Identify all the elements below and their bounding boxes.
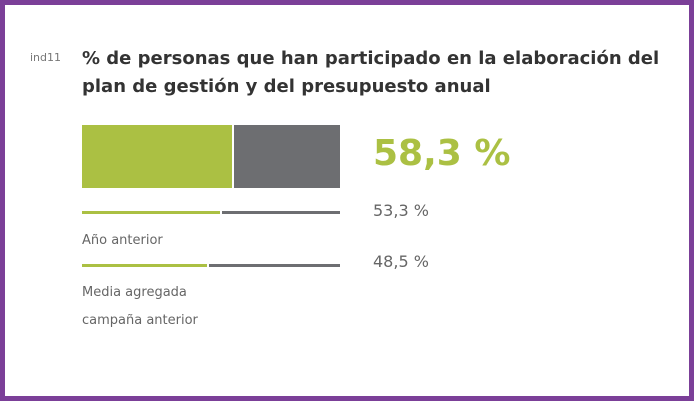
track: [209, 264, 340, 267]
indicator-code: ind11: [30, 51, 62, 64]
value-label: 58,3 %: [373, 133, 511, 174]
value-label: 53,3 %: [373, 201, 429, 220]
bar: [82, 211, 220, 214]
track: [234, 125, 340, 188]
category-label: Año anterior: [82, 233, 163, 248]
track: [221, 211, 340, 214]
bar: [82, 264, 208, 267]
chart-title: % de personas que han participado en la …: [82, 48, 660, 97]
value-label: 48,5 %: [373, 252, 429, 271]
category-label: Media agregada campaña anterior: [82, 285, 198, 328]
bar: [82, 125, 233, 188]
